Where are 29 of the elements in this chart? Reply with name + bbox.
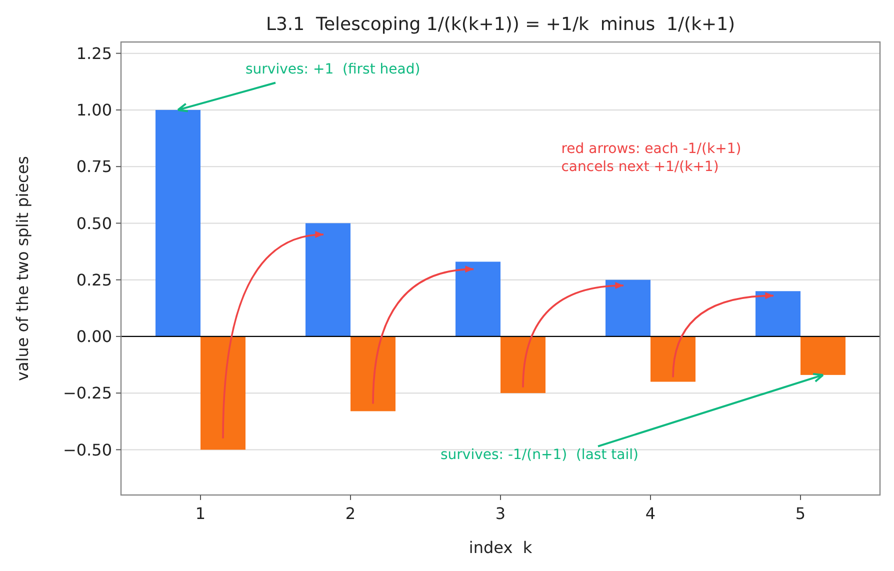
x-tick-label: 1	[195, 504, 206, 523]
annotation: survives: +1 (first head)	[246, 62, 420, 78]
bar	[156, 110, 200, 336]
y-tick-label: −0.50	[62, 440, 112, 460]
y-tick-label: 0.75	[76, 157, 112, 176]
y-tick-label: 0.00	[76, 327, 112, 346]
bar	[456, 262, 500, 336]
annotation: red arrows: each -1/(k+1) cancels next +1/(k+1)	[561, 141, 742, 175]
y-tick-label: −0.25	[62, 384, 112, 403]
x-tick-label: 4	[645, 504, 656, 523]
x-axis-title: index k	[468, 538, 533, 557]
y-tick-label: 0.25	[76, 270, 112, 290]
bar	[800, 336, 846, 375]
x-tick-label: 5	[795, 504, 806, 523]
y-tick-label: 1.00	[76, 100, 112, 120]
bar	[200, 336, 246, 450]
bar	[500, 336, 546, 394]
y-axis-title: value of the two split pieces	[13, 156, 32, 382]
bar	[350, 336, 396, 412]
annotation: survives: -1/(n+1) (last tail)	[440, 446, 638, 463]
bar	[650, 336, 696, 382]
y-tick-label: 0.50	[76, 214, 112, 233]
bar	[606, 280, 650, 336]
bar	[756, 291, 800, 336]
bar	[306, 223, 350, 336]
x-tick-label: 2	[345, 504, 356, 523]
chart-title: L3.1 Telescoping 1/(k(k+1)) = +1/k minus 1/(k+1)	[266, 14, 736, 35]
x-tick-label: 3	[495, 504, 506, 523]
y-tick-label: 1.25	[76, 44, 112, 63]
